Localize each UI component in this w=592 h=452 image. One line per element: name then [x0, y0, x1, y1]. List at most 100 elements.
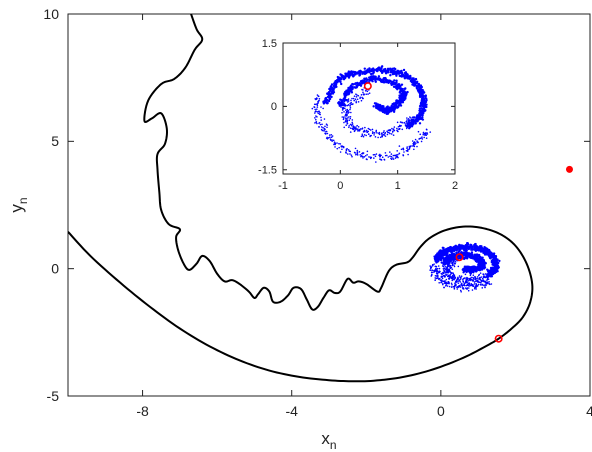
inset-attractor-point — [418, 117, 422, 121]
inset-attractor-point — [347, 86, 350, 90]
inset-attractor-point — [419, 133, 422, 136]
inset-attractor-point — [394, 154, 397, 157]
inset-attractor-point — [384, 132, 386, 135]
main-attractor-point — [433, 271, 436, 273]
inset-attractor-point — [416, 119, 419, 123]
inset-attractor-point — [350, 87, 354, 90]
inset-attractor-point — [373, 131, 375, 134]
main-attractor-point — [470, 251, 474, 254]
inset-attractor-point — [361, 133, 364, 135]
main-attractor-point — [486, 279, 488, 281]
main-attractor-point — [459, 278, 461, 281]
inset-attractor-point — [349, 131, 352, 133]
main-attractor-point — [493, 271, 497, 275]
inset-attractor-point — [355, 100, 358, 102]
inset-attractor-point — [350, 91, 354, 94]
main-attractor-point — [447, 250, 450, 253]
main-attractor-point — [470, 276, 473, 279]
inset-y-tick-label: -1.5 — [258, 165, 277, 177]
main-attractor-point — [435, 257, 439, 260]
inset-attractor-point — [330, 139, 332, 141]
main-attractor-point — [455, 284, 457, 287]
inset-attractor-point — [378, 133, 381, 135]
main-attractor-point — [476, 277, 478, 280]
main-attractor-point — [438, 278, 440, 281]
inset-attractor-point — [378, 105, 381, 109]
inset-attractor-point — [353, 95, 356, 97]
inset-attractor-point — [362, 97, 364, 100]
inset-attractor-point — [357, 126, 360, 128]
inset-attractor-point — [419, 110, 422, 114]
inset-attractor-point — [418, 122, 422, 125]
main-attractor-point — [443, 275, 446, 277]
main-attractor-point — [479, 250, 483, 253]
inset-attractor-point — [314, 122, 316, 124]
main-attractor-point — [485, 282, 488, 285]
inset-attractor-point — [340, 73, 343, 77]
main-attractor-point — [468, 269, 471, 273]
main-attractor-point — [466, 277, 469, 279]
main-attractor-point — [486, 270, 490, 273]
inset-attractor-point — [354, 86, 357, 89]
inset-attractor-point — [388, 67, 392, 70]
inset-y-tick-label: 0 — [271, 101, 277, 113]
inset-attractor-point — [359, 154, 362, 156]
main-attractor-point — [434, 279, 436, 281]
main-attractor-point — [435, 265, 438, 268]
y-axis-label: yn — [7, 197, 30, 212]
main-attractor-point — [451, 246, 454, 250]
inset-attractor-point — [324, 128, 326, 131]
main-attractor-point — [482, 263, 485, 266]
inset-attractor-point — [375, 129, 378, 132]
inset-attractor-point — [315, 115, 317, 117]
inset-attractor-point — [343, 111, 345, 113]
inset-attractor-point — [411, 140, 414, 142]
main-attractor-point — [451, 279, 454, 282]
inset-attractor-point — [366, 90, 369, 93]
main-attractor-point — [451, 268, 454, 270]
inset-attractor-point — [395, 74, 398, 77]
inset-attractor-point — [319, 111, 321, 114]
inset-attractor-point — [355, 153, 357, 156]
inset-attractor-point — [374, 80, 377, 83]
inset-attractor-point — [405, 127, 408, 130]
main-attractor-point — [462, 257, 466, 261]
main-attractor-point — [462, 280, 465, 283]
inset-attractor-point — [405, 124, 408, 127]
inset-attractor-point — [381, 105, 384, 108]
main-y-tick-label: 0 — [51, 261, 59, 277]
main-attractor-point — [471, 248, 474, 251]
inset-attractor-point — [315, 108, 318, 110]
inset-attractor-point — [323, 130, 325, 132]
inset-attractor-point — [368, 92, 371, 94]
inset-attractor-point — [317, 95, 320, 97]
inset-attractor-point — [331, 140, 333, 142]
inset-attractor-point — [316, 106, 319, 108]
inset-attractor-point — [396, 99, 399, 102]
inset-attractor-point — [386, 133, 389, 136]
inset-attractor-point — [360, 135, 363, 138]
inset-attractor-point — [417, 141, 419, 143]
inset-attractor-point — [393, 82, 396, 85]
main-attractor-point — [480, 279, 483, 282]
main-attractor-point — [467, 284, 470, 287]
main-attractor-point — [440, 261, 443, 264]
main-attractor-point — [439, 253, 443, 256]
inset-attractor-point — [397, 128, 400, 130]
main-attractor-point — [464, 273, 467, 276]
main-attractor-point — [490, 255, 493, 259]
main-attractor-point — [452, 276, 455, 279]
inset-attractor-point — [398, 124, 401, 127]
main-attractor-point — [435, 268, 438, 271]
inset-attractor-point — [421, 113, 424, 117]
main-attractor-point — [453, 262, 456, 265]
inset-attractor-point — [351, 119, 354, 121]
main-attractor-point — [465, 256, 469, 260]
inset-attractor-point — [396, 127, 398, 130]
inset-attractor-point — [375, 161, 377, 163]
main-attractor-point — [494, 264, 497, 267]
main-attractor-point — [460, 251, 463, 254]
main-attractor-point — [476, 280, 479, 283]
main-attractor-point — [448, 253, 451, 257]
